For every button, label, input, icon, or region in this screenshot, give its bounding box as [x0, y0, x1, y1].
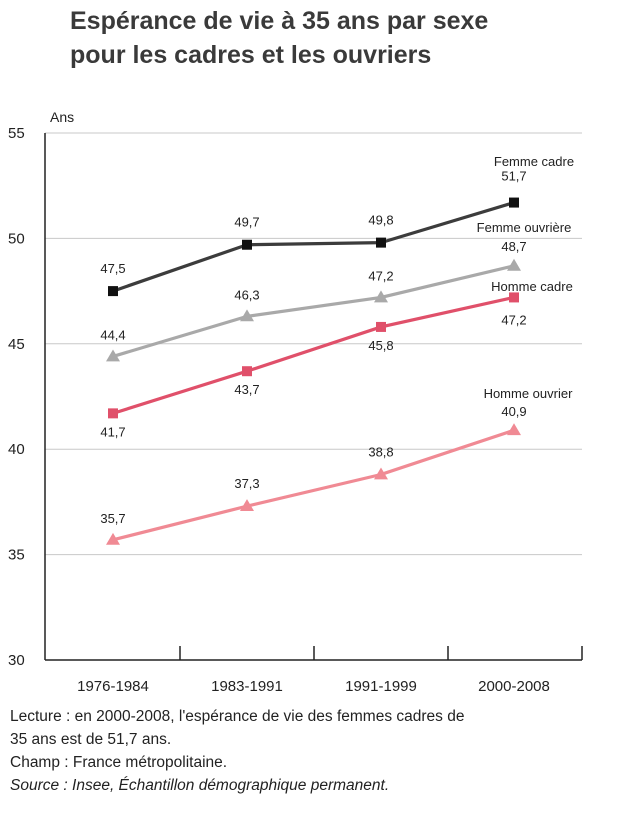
point-femme-cadre-3	[509, 197, 519, 208]
data-label-femme-ouvriere-1: 46,3	[234, 287, 259, 302]
data-label-homme-cadre-1: 43,7	[234, 382, 259, 397]
data-label-femme-cadre-1: 49,7	[234, 215, 259, 230]
chart-title-line-1: Espérance de vie à 35 ans par sexe	[70, 7, 489, 35]
data-label-femme-ouvriere-0: 44,4	[100, 327, 125, 342]
data-label-femme-cadre-3: 51,7	[501, 169, 526, 184]
point-homme-cadre-0	[108, 408, 118, 419]
data-label-homme-ouvrier-1: 37,3	[234, 476, 259, 491]
point-femme-ouvriere-3	[507, 258, 521, 271]
chart-title: Espérance de vie à 35 ans par sexe pour …	[70, 4, 488, 72]
series-label-homme-ouvrier: Homme ouvrier	[484, 386, 574, 401]
point-femme-cadre-2	[376, 237, 386, 248]
note-lecture-1: Lecture : en 2000-2008, l'espérance de v…	[10, 708, 465, 725]
axes: 30 35 40 45 50 55 Ans 1976-1984 1983-1991 1991-19…	[8, 109, 583, 695]
data-label-femme-ouvriere-2: 47,2	[368, 268, 393, 283]
point-homme-ouvrier-2	[374, 467, 388, 480]
point-femme-cadre-1	[242, 239, 252, 250]
y-tick-label-45: 45	[8, 336, 25, 353]
x-tick-label-2: 1991-1999	[345, 678, 417, 695]
point-femme-ouvriere-2	[374, 290, 388, 303]
y-tick-label-30: 30	[8, 652, 25, 669]
data-label-femme-cadre-2: 49,8	[368, 213, 393, 228]
point-homme-ouvrier-0	[106, 532, 120, 545]
x-tick-label-1: 1983-1991	[211, 678, 283, 695]
series-group	[106, 197, 521, 545]
series-line-homme-cadre	[112, 295, 515, 415]
data-label-homme-cadre-0: 41,7	[100, 424, 125, 439]
y-tick-label-50: 50	[8, 230, 25, 247]
grid	[45, 132, 582, 556]
x-tick-label-3: 2000-2008	[478, 678, 550, 695]
chart-notes: Lecture : en 2000-2008, l'espérance de v…	[10, 705, 610, 797]
note-champ: Champ : France métropolitaine.	[10, 754, 228, 771]
series-line-femme-cadre	[112, 201, 515, 293]
y-tick-label-35: 35	[8, 547, 25, 564]
y-axis-label: Ans	[50, 109, 74, 125]
point-homme-ouvrier-3	[507, 423, 521, 436]
point-femme-ouvriere-1	[240, 309, 254, 322]
point-femme-cadre-0	[108, 286, 118, 297]
x-tick-label-0: 1976-1984	[77, 678, 149, 695]
point-homme-cadre-2	[376, 321, 386, 332]
data-label-homme-ouvrier-0: 35,7	[100, 511, 125, 526]
point-homme-cadre-1	[242, 366, 252, 377]
chart-title-line-2: pour les cadres et les ouvriers	[70, 41, 432, 69]
data-label-femme-cadre-0: 47,5	[100, 261, 125, 276]
point-homme-ouvrier-1	[240, 499, 254, 512]
data-label-homme-ouvrier-3: 40,9	[501, 404, 526, 419]
series-label-femme-cadre: Femme cadre	[494, 154, 574, 169]
data-label-homme-cadre-2: 45,8	[368, 338, 393, 353]
y-tick-label-55: 55	[8, 125, 25, 142]
series-label-homme-cadre: Homme cadre	[491, 279, 573, 294]
y-tick-label-40: 40	[8, 441, 25, 458]
point-femme-ouvriere-0	[106, 349, 120, 362]
series-line-femme-ouvriere	[112, 264, 515, 358]
note-lecture-2: 35 ans est de 51,7 ans.	[10, 731, 172, 748]
line-chart: 30 35 40 45 50 55 Ans 1976-1984 1983-1991 1991-19…	[8, 109, 583, 695]
series-label-femme-ouvriere: Femme ouvrière	[477, 220, 572, 235]
point-homme-cadre-3	[509, 292, 519, 303]
data-label-femme-ouvriere-3: 48,7	[501, 239, 526, 254]
note-source: Source : Insee, Échantillon démographiqu…	[10, 777, 390, 794]
series-line-homme-ouvrier	[112, 428, 515, 542]
data-label-homme-cadre-3: 47,2	[501, 312, 526, 327]
data-label-homme-ouvrier-2: 38,8	[368, 444, 393, 459]
